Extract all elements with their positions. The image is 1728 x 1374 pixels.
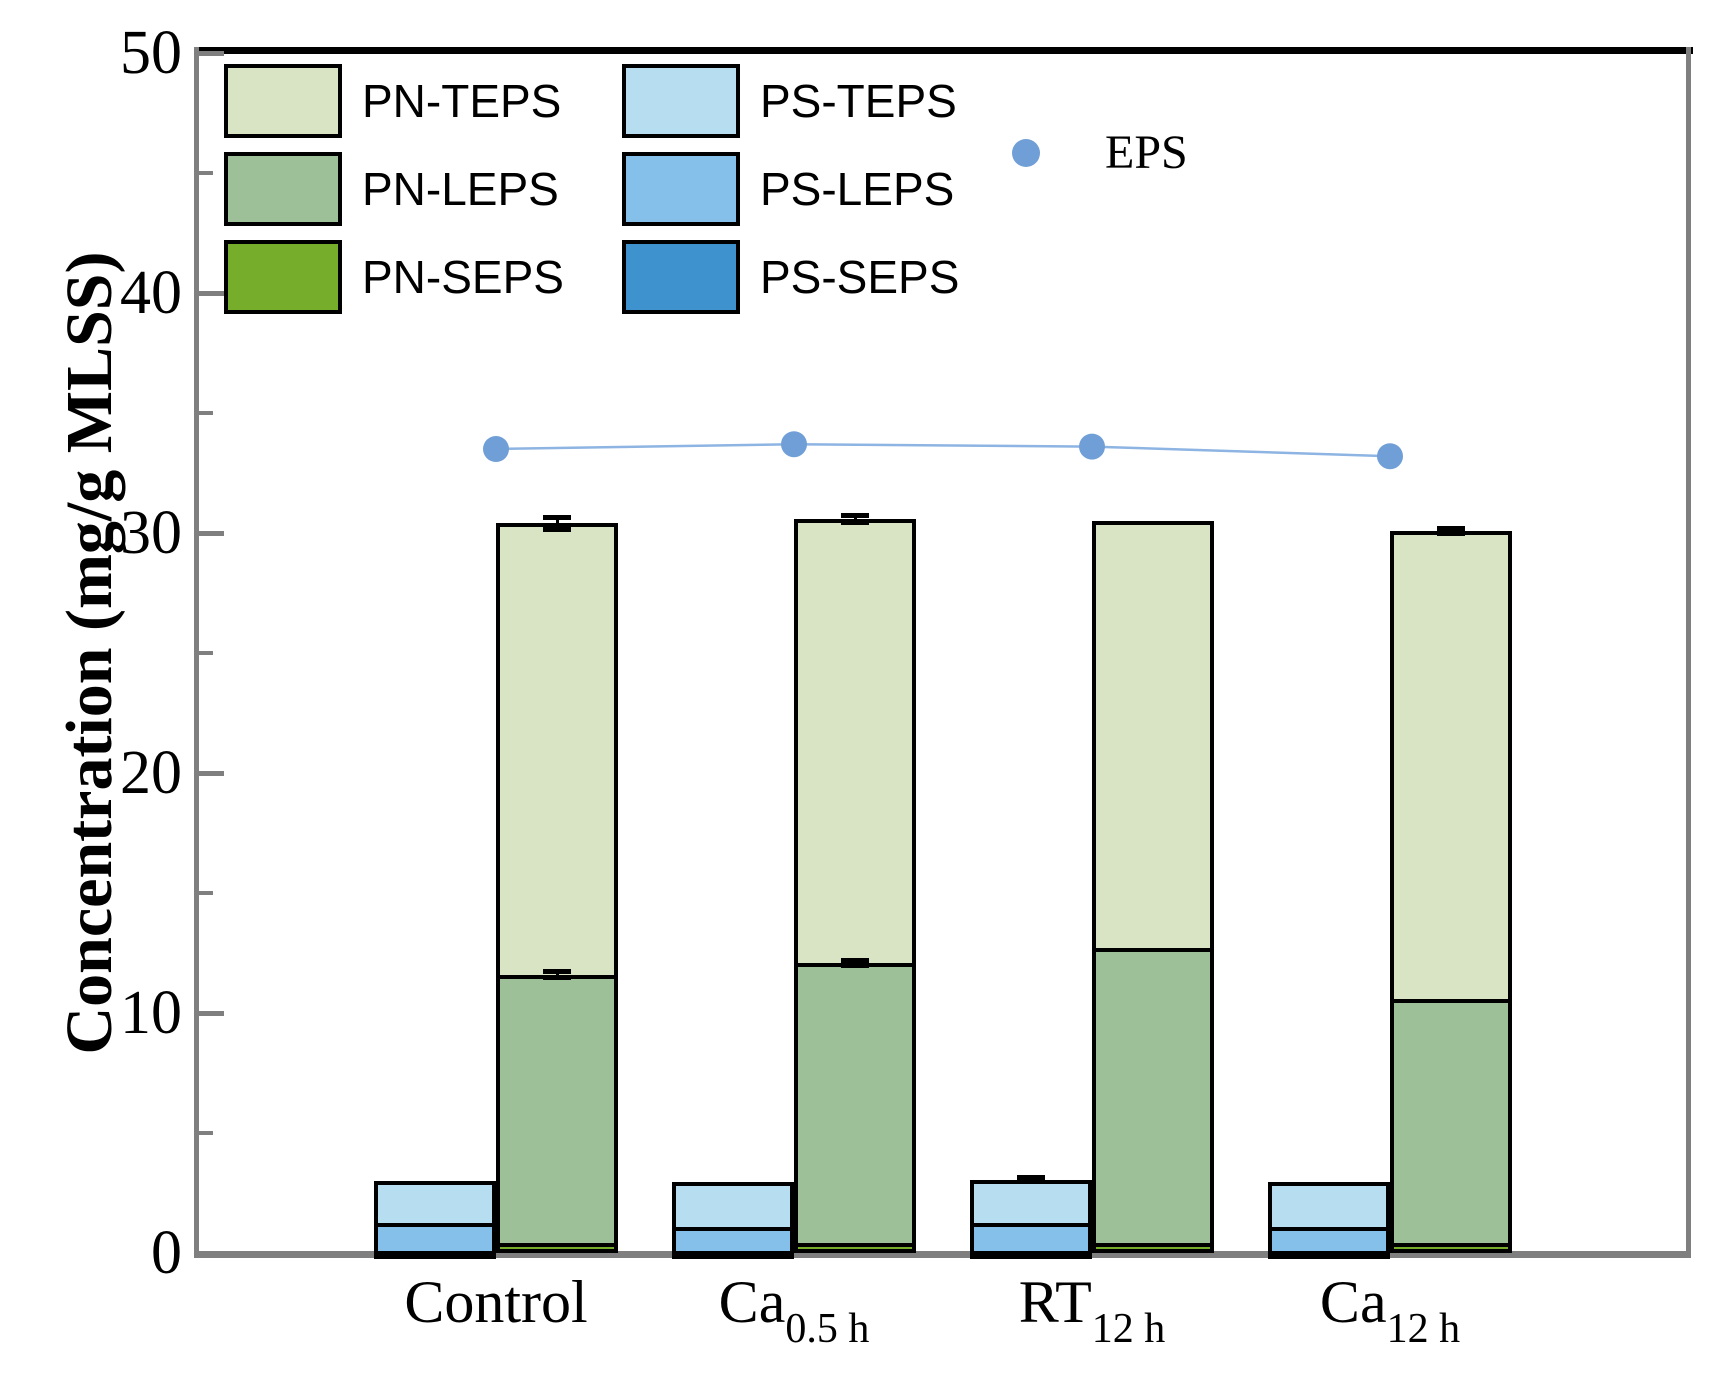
error-bar-cap (841, 512, 869, 518)
legend-label-pn-leps: PN-LEPS (362, 163, 559, 215)
y-tick-label: 10 (120, 979, 182, 1047)
legend-swatch-ps-leps (622, 152, 740, 226)
error-bar-cap (543, 514, 571, 520)
eps-data-point (1079, 433, 1105, 460)
bar-segment-pn-teps (496, 523, 618, 979)
x-label-subscript: 12 h (1091, 1306, 1166, 1352)
x-axis-line (194, 1251, 1691, 1258)
bar-segment-ps-teps (374, 1181, 496, 1227)
x-label-subscript: 12 h (1386, 1306, 1461, 1352)
bar-segment-pn-leps (496, 974, 618, 1248)
x-label-text: RT (1018, 1269, 1092, 1335)
y-major-tick (198, 290, 224, 296)
y-minor-tick (198, 651, 213, 655)
y-major-tick (198, 770, 224, 776)
legend-swatch-ps-seps (622, 240, 740, 314)
error-bar-cap (1017, 1179, 1045, 1185)
legend-label-pn-teps: PN-TEPS (362, 75, 562, 127)
error-bar-stem (555, 971, 559, 978)
legend-eps-marker-icon (1012, 139, 1040, 167)
error-bar-cap (841, 957, 869, 963)
y-tick-label: 20 (120, 739, 182, 807)
bar-segment-pn-teps (1092, 521, 1214, 953)
x-tick-label: RT12 h (932, 1268, 1252, 1374)
bar-segment-ps-leps (374, 1223, 496, 1255)
error-bar-cap (543, 969, 571, 975)
legend-swatch-pn-leps (224, 152, 342, 226)
bar-segment-pn-leps (1092, 948, 1214, 1248)
x-label-text: Control (404, 1269, 588, 1335)
legend-label-pn-seps: PN-SEPS (362, 251, 564, 303)
bar-segment-pn-teps (1390, 530, 1512, 1003)
plot-frame-top (195, 47, 1693, 54)
error-bar-stem (555, 517, 559, 530)
y-minor-tick (198, 411, 213, 415)
plot-frame-right (1686, 47, 1691, 1257)
bar-segment-pn-leps (1390, 998, 1512, 1248)
error-bar-cap (1017, 1175, 1045, 1181)
y-major-tick (198, 50, 224, 56)
error-bar-cap (543, 526, 571, 532)
x-tick-label: Ca12 h (1230, 1268, 1550, 1374)
x-tick-label: Control (336, 1268, 656, 1374)
eps-data-point (781, 431, 807, 458)
y-minor-tick (198, 171, 213, 175)
legend-label-ps-leps: PS-LEPS (760, 163, 955, 215)
y-tick-label: 50 (120, 19, 182, 87)
legend-swatch-ps-teps (622, 64, 740, 138)
x-tick-label: Ca0.5 h (634, 1268, 954, 1374)
y-minor-tick (198, 1131, 213, 1135)
y-tick-label: 30 (120, 499, 182, 567)
eps-data-point (1377, 443, 1403, 470)
legend-label-ps-seps: PS-SEPS (760, 251, 960, 303)
eps-data-point (483, 436, 509, 462)
y-tick-label: 0 (151, 1219, 182, 1287)
x-label-text: Ca (1319, 1269, 1387, 1335)
error-bar-cap (543, 974, 571, 980)
legend-label-eps: EPS (1105, 126, 1188, 179)
error-bar-stem (853, 515, 857, 523)
bar-segment-pn-teps (794, 518, 916, 967)
legend-swatch-pn-teps (224, 64, 342, 138)
y-major-tick (198, 530, 224, 536)
bar-segment-ps-teps (1268, 1182, 1390, 1231)
y-tick-label: 40 (120, 259, 182, 327)
bar-segment-ps-teps (672, 1182, 794, 1231)
y-major-tick (198, 1010, 224, 1016)
x-label-subscript: 0.5 h (785, 1306, 870, 1352)
y-minor-tick (198, 891, 213, 895)
y-major-tick (198, 1250, 224, 1256)
error-bar-cap (841, 962, 869, 968)
x-label-text: Ca (718, 1269, 786, 1335)
error-bar-cap (1437, 525, 1465, 531)
legend-swatch-pn-seps (224, 240, 342, 314)
y-axis-line (194, 47, 199, 1257)
error-bar-cap (1437, 530, 1465, 536)
error-bar-cap (841, 519, 869, 525)
legend-label-ps-teps: PS-TEPS (760, 75, 957, 127)
